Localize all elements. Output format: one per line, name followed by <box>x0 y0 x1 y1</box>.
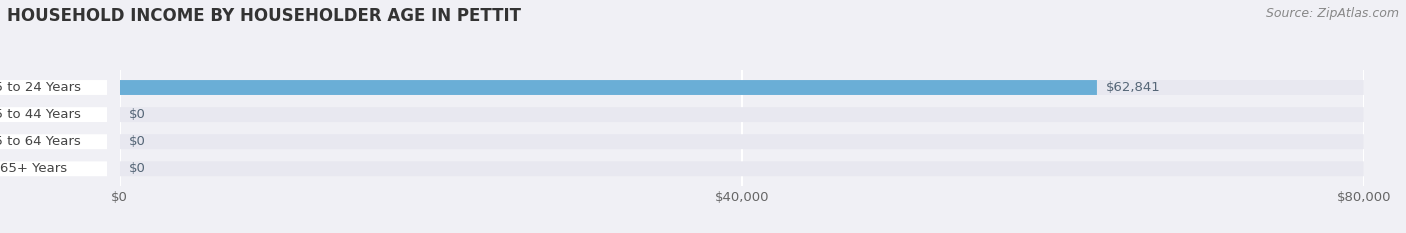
FancyBboxPatch shape <box>120 80 1364 95</box>
Text: Source: ZipAtlas.com: Source: ZipAtlas.com <box>1265 7 1399 20</box>
FancyBboxPatch shape <box>120 107 1364 122</box>
Text: $62,841: $62,841 <box>1107 81 1161 94</box>
FancyBboxPatch shape <box>120 80 1097 95</box>
Text: 15 to 24 Years: 15 to 24 Years <box>0 81 80 94</box>
FancyBboxPatch shape <box>0 161 107 176</box>
FancyBboxPatch shape <box>0 80 107 95</box>
Text: HOUSEHOLD INCOME BY HOUSEHOLDER AGE IN PETTIT: HOUSEHOLD INCOME BY HOUSEHOLDER AGE IN P… <box>7 7 522 25</box>
Text: $0: $0 <box>129 108 146 121</box>
Text: $0: $0 <box>129 162 146 175</box>
Text: 45 to 64 Years: 45 to 64 Years <box>0 135 80 148</box>
FancyBboxPatch shape <box>0 107 107 122</box>
Text: 25 to 44 Years: 25 to 44 Years <box>0 108 80 121</box>
FancyBboxPatch shape <box>0 134 107 149</box>
FancyBboxPatch shape <box>120 134 1364 149</box>
Text: 65+ Years: 65+ Years <box>0 162 66 175</box>
Text: $0: $0 <box>129 135 146 148</box>
FancyBboxPatch shape <box>120 161 1364 176</box>
